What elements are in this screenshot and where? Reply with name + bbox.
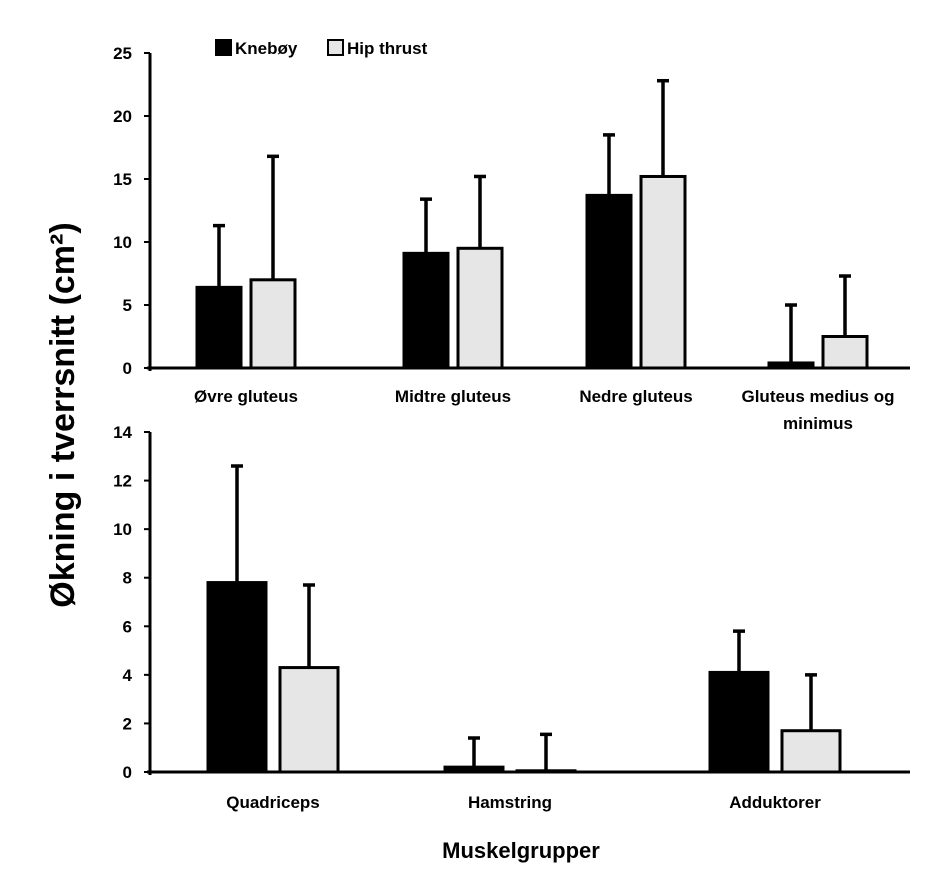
category-label-hamstring: Hamstring <box>468 793 552 812</box>
bar-hip-thrust-midtre-gluteus <box>456 246 504 370</box>
category-label-gluteus-medius-og-minimus: Gluteus medius og minimus <box>741 387 894 433</box>
category-label-midtre-gluteus: Midtre gluteus <box>395 387 511 406</box>
legend-swatch-hip-thrust <box>327 39 344 56</box>
bar-knebøy-midtre-gluteus <box>402 251 450 370</box>
bar-knebøy-quadriceps <box>206 581 268 774</box>
bar-hip-thrust-gluteus-medius-og-minimus <box>821 335 869 370</box>
bar-knebøy-øvre-gluteus <box>195 285 243 370</box>
category-label-øvre-gluteus: Øvre gluteus <box>194 387 298 406</box>
y-tick-label: 15 <box>113 170 132 189</box>
bar-hip-thrust-adduktorer <box>780 729 842 774</box>
category-label-nedre-gluteus: Nedre gluteus <box>579 387 692 406</box>
bar-hip-thrust-hamstring <box>515 769 577 774</box>
legend: Knebøy Hip thrust <box>215 39 428 58</box>
y-axis-title: Økning i tverrsnitt (cm²) <box>44 222 82 607</box>
y-tick-label: 6 <box>123 617 132 636</box>
bar-hip-thrust-nedre-gluteus <box>639 174 687 370</box>
legend-label-hip-thrust: Hip thrust <box>347 39 428 58</box>
y-tick-label: 25 <box>113 44 132 63</box>
bar-hip-thrust-quadriceps <box>278 666 340 774</box>
top-panel: 0 5 10 15 20 25 Øvre gluteus Midtre gluteus Nedr… <box>113 44 910 433</box>
y-tick-label: 5 <box>123 296 132 315</box>
bar-knebøy-adduktorer <box>708 670 770 774</box>
y-tick-label: 8 <box>123 569 132 588</box>
y-tick-label: 12 <box>113 472 132 491</box>
y-tick-label: 2 <box>123 714 132 733</box>
bottom-panel: 0 2 4 6 8 10 12 14 Quadriceps Hamstring Adduktorer <box>113 423 910 812</box>
y-tick-label: 0 <box>123 763 132 782</box>
category-label-adduktorer: Adduktorer <box>729 793 821 812</box>
legend-label-knebøy: Knebøy <box>235 39 298 58</box>
category-label-quadriceps: Quadriceps <box>226 793 320 812</box>
y-tick-label: 0 <box>123 359 132 378</box>
y-tick-label: 4 <box>123 666 133 685</box>
x-axis-title: Muskelgrupper <box>442 838 600 863</box>
y-tick-label: 14 <box>113 423 132 442</box>
bar-knebøy-gluteus-medius-og-minimus <box>767 361 815 370</box>
y-tick-label: 10 <box>113 520 132 539</box>
y-tick-label: 20 <box>113 107 132 126</box>
bar-knebøy-nedre-gluteus <box>585 193 633 370</box>
y-tick-label: 10 <box>113 233 132 252</box>
bar-hip-thrust-øvre-gluteus <box>249 278 297 370</box>
bar-knebøy-hamstring <box>443 765 505 774</box>
legend-swatch-knebøy <box>215 39 232 56</box>
